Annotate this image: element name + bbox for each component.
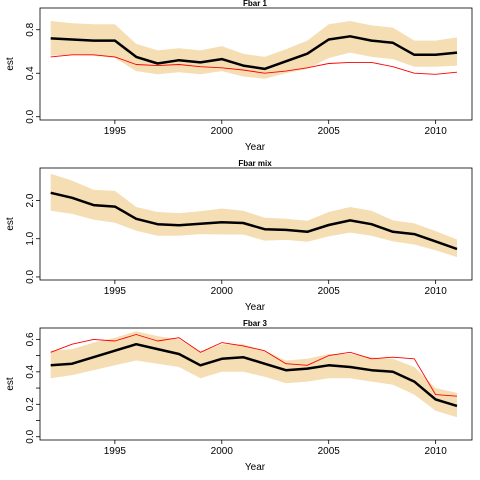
series-line-0 [50,35,458,71]
panel-fbar-1: Fbar 1 Year est 1995 2000 2005 2010 0.0 0.4 0.… [5,0,473,153]
x-axis-label: Year [245,142,266,153]
x-tick-label: 2010 [425,126,448,137]
y-tick-label: 0.2 [25,397,36,411]
y-axis-label: est [5,377,16,391]
x-tick-label: 2010 [425,446,448,457]
y-tick-label: 0.4 [25,364,36,378]
series-line-1 [50,54,458,75]
x-axis-label: Year [245,302,266,313]
x-tick-label: 2005 [318,286,341,297]
y-tick-label: 0.6 [25,332,36,346]
panel-title: Fbar 1 [243,0,268,8]
x-tick-label: 1995 [104,126,127,137]
panel-fbar-mix: Fbar mix Year est 1995 2000 2005 2010 0.0 1.0… [5,159,473,313]
y-tick-label: 1.0 [25,231,36,245]
x-tick-label: 1995 [104,446,127,457]
plot-frame [39,7,473,121]
x-tick-label: 2000 [211,126,234,137]
series-line-0 [50,342,458,408]
confidence-band [50,21,457,79]
series-line-1 [50,334,458,397]
y-tick-label: 0.0 [25,109,36,123]
x-tick-label: 2000 [211,446,234,457]
y-tick-label: 2.0 [25,193,36,207]
plot-frame [39,167,473,281]
y-axis-label: est [5,217,16,231]
x-tick-label: 2005 [318,446,341,457]
panel-title: Fbar mix [238,159,272,168]
x-tick-label: 2005 [318,126,341,137]
x-tick-label: 2010 [425,286,448,297]
x-tick-label: 2000 [211,286,234,297]
confidence-band [50,173,457,258]
y-axis-label: est [5,57,16,71]
y-tick-label: 0.0 [25,270,36,284]
panel-title: Fbar 3 [243,319,268,328]
y-tick-label: 0.8 [25,22,36,36]
y-tick-label: 0.4 [25,66,36,80]
confidence-band [50,331,457,418]
series-line-0 [50,191,458,251]
x-axis-label: Year [245,462,266,473]
plot-frame [39,327,473,441]
x-tick-label: 1995 [104,286,127,297]
panel-fbar-3: Fbar 3 Year est 1995 2000 2005 2010 0.0 0.2 0.… [5,319,473,473]
y-tick-label: 0.0 [25,429,36,443]
